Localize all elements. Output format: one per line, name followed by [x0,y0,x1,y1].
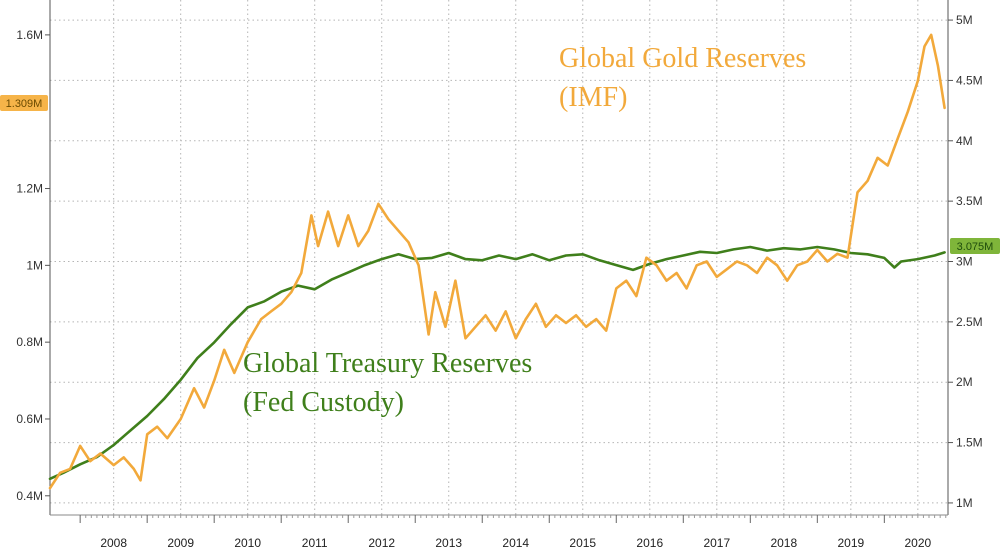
left-tick-label: 1.6M [16,28,43,42]
x-tick-label: 2008 [100,536,127,550]
right-tick-label: 1.5M [956,436,983,450]
treasury-annotation-line1: Global Treasury Reserves [243,348,532,379]
x-tick-label: 2019 [837,536,864,550]
treasury-current-value-badge: 3.075M [950,238,1000,254]
right-tick-label: 1M [956,496,973,510]
x-tick-label: 2017 [703,536,730,550]
left-tick-label: 0.4M [16,489,43,503]
series-layer [48,33,946,490]
gold-badge-background [0,95,48,111]
left-tick-label: 0.6M [16,412,43,426]
gold-current-value-badge: 1.309M [0,95,48,111]
treasury-series-line [48,245,946,481]
left-tick-label: 0.8M [16,335,43,349]
gold-series-line [48,33,946,490]
treasury-badge-background [950,238,1000,254]
right-tick-label: 4.5M [956,73,983,87]
x-tick-label: 2011 [302,536,328,550]
treasury-annotation-line2: (Fed Custody) [243,387,404,418]
x-tick-label: 2020 [904,536,931,550]
gold-annotation-line1: Global Gold Reserves [559,43,806,74]
right-tick-label: 4M [956,134,973,148]
left-tick-label: 1.2M [16,182,43,196]
gold-annotation-line2: (IMF) [559,82,627,113]
left-axis-ticks: 0.4M 0.6M 0.8M 1M 1.2M 1.6M [16,28,50,503]
x-tick-label: 2016 [636,536,663,550]
right-tick-label: 3.5M [956,194,983,208]
x-axis-ticks: 2008 2009 2010 2011 2012 2013 2014 2015 2016 2017… [79,515,947,550]
right-tick-label: 2M [956,375,973,389]
x-tick-label: 2013 [435,536,462,550]
treasury-current-value: 3.075M [957,241,994,253]
x-tick-label: 2015 [569,536,596,550]
x-tick-label: 2018 [770,536,797,550]
right-tick-label: 2.5M [956,315,983,329]
x-tick-label: 2012 [368,536,395,550]
x-tick-label: 2009 [167,536,194,550]
grid [50,0,948,515]
right-tick-label: 5M [956,13,973,27]
x-tick-label: 2010 [234,536,261,550]
gold-current-value: 1.309M [6,98,43,110]
right-axis-ticks: 1M 1.5M 2M 2.5M 3M 3.5M 4M 4.5M 5M [948,13,983,510]
left-tick-label: 1M [26,258,43,272]
x-tick-label: 2014 [502,536,529,550]
right-tick-label: 3M [956,255,973,269]
